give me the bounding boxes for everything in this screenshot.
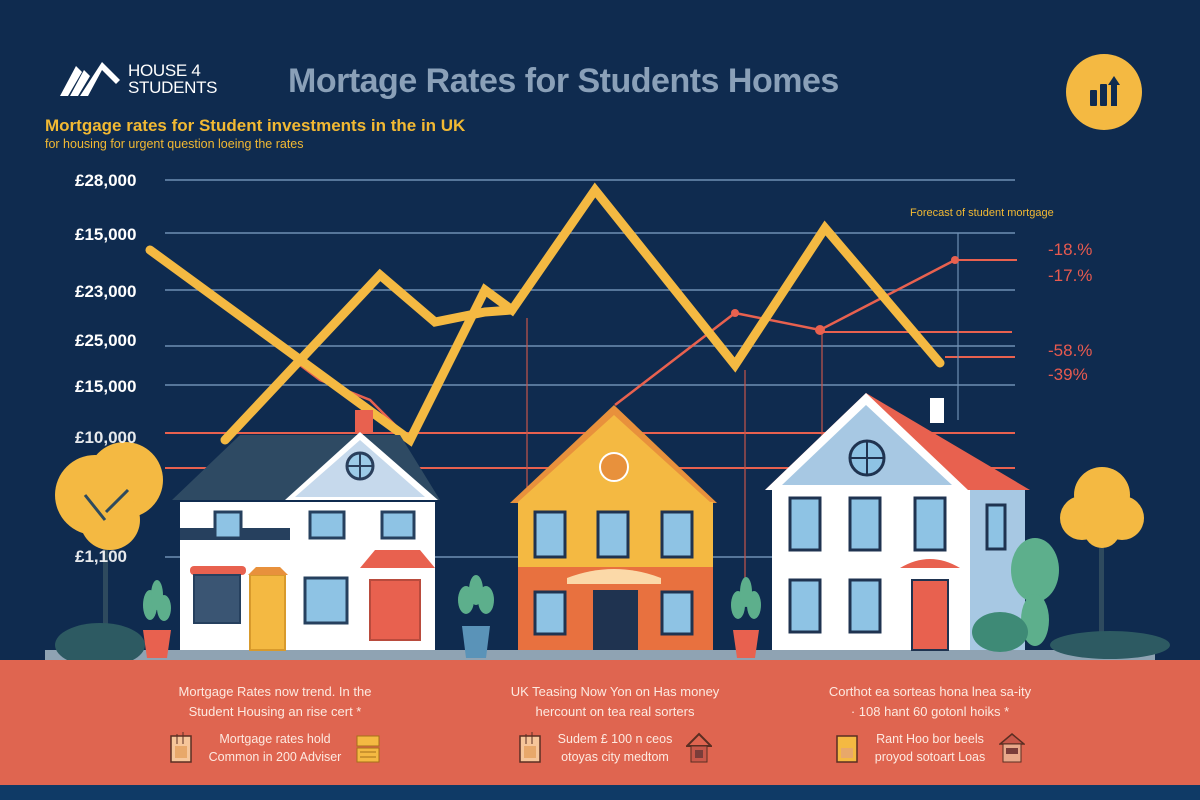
plant-pot-2 xyxy=(458,575,494,658)
footer-heading: Mortgage Rates now trend. In the xyxy=(178,684,372,699)
chart-subtitle: Mortgage rates for Student investments i… xyxy=(45,116,466,135)
y-tick-label: £25,000 xyxy=(75,331,137,350)
line-chart xyxy=(45,179,1170,660)
yellow-series-cross xyxy=(220,268,517,445)
brand-line2: STUDENTS xyxy=(128,78,218,97)
y-tick-label: £1,100 xyxy=(75,547,127,566)
footer-column-2: UK Teasing Now Yon on Has money hercount… xyxy=(470,682,760,766)
footer-heading: · 108 hant 60 gotonl hoiks * xyxy=(850,704,1010,719)
footer-subtext: Mortgage rates hold xyxy=(219,732,331,746)
house-roofs-logo-icon xyxy=(60,62,120,96)
y-tick-label: £15,000 xyxy=(75,225,137,244)
y-tick-label: £15,000 xyxy=(75,377,137,396)
footer-column-3: Corthot ea sorteas hona lnea sa-ity · 10… xyxy=(790,682,1070,766)
footer-heading: hercount on tea real sorters xyxy=(535,704,695,719)
footer-heading: Corthot ea sorteas hona lnea sa-ity xyxy=(828,684,1032,699)
y-tick-label: £23,000 xyxy=(75,282,137,301)
plant-pot-1 xyxy=(143,580,171,658)
footer-subtext: otoyas city medtom xyxy=(561,750,669,764)
y-tick-label: £10,000 xyxy=(75,428,137,447)
stacked-coins-icon xyxy=(356,735,380,763)
brand-logo: HOUSE 4 STUDENTS xyxy=(60,61,218,97)
percent-label: -18.% xyxy=(1048,240,1093,259)
footer-subtext: proyod sotoart Loas xyxy=(874,750,986,764)
forecast-annotation: Forecast of student mortgage xyxy=(910,207,1054,219)
house-yellow xyxy=(510,405,717,650)
footer-subtext: Rant Hoo bor beels xyxy=(876,732,984,746)
chart-tagline: for housing for urgent question loeing t… xyxy=(45,137,304,151)
brand-line1: HOUSE 4 xyxy=(128,61,201,80)
footer-subtext: Sudem £ 100 n ceos xyxy=(557,732,673,746)
tree-right xyxy=(972,467,1170,659)
percent-label: -17.% xyxy=(1048,266,1093,285)
plant-pot-3 xyxy=(731,577,761,658)
footer-heading: UK Teasing Now Yon on Has money xyxy=(510,684,720,699)
tree-left xyxy=(55,442,163,660)
brand-name: HOUSE 4 STUDENTS xyxy=(128,61,218,97)
yellow-series xyxy=(145,182,945,447)
house-white xyxy=(172,410,440,651)
footer-bottom-strip xyxy=(0,785,1200,800)
footer-panel: Mortgage Rates now trend. In the Student… xyxy=(0,660,1200,785)
building-document-icon xyxy=(518,732,541,763)
footer-column-1: Mortgage Rates now trend. In the Student… xyxy=(130,682,420,766)
building-document-icon xyxy=(836,735,858,763)
footer-heading: Student Housing an rise cert * xyxy=(188,704,362,719)
footer-subtext: Common in 200 Adviser xyxy=(208,750,342,764)
house-icon xyxy=(686,732,713,763)
y-tick-label: £28,000 xyxy=(75,171,137,190)
building-document-icon xyxy=(169,732,192,763)
house-icon xyxy=(999,733,1026,763)
drop-lines xyxy=(526,233,959,580)
growth-badge xyxy=(1066,54,1142,130)
percent-label: -39% xyxy=(1048,365,1088,384)
percent-label: -58.% xyxy=(1048,341,1093,360)
house-blue xyxy=(765,393,1030,651)
page-title: Mortage Rates for Students Homes xyxy=(288,62,839,100)
bar-chart-up-arrow-icon xyxy=(1090,76,1120,106)
